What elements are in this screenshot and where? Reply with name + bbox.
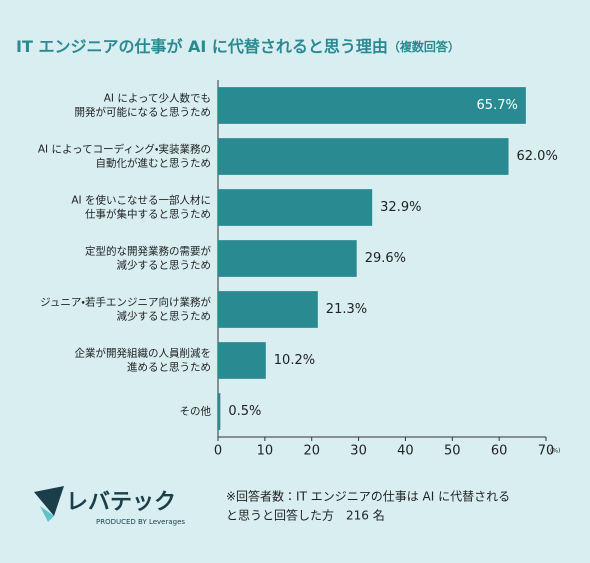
logo-icon [34, 486, 64, 516]
value-label: 0.5% [228, 404, 261, 419]
bar [218, 189, 373, 226]
value-label: 32.9% [380, 200, 421, 215]
logo-name: レバテック [66, 490, 176, 515]
value-label: 29.6% [365, 251, 406, 266]
x-tick-label: 20 [303, 444, 320, 459]
y-tick-label: 企業が開発組織の人員削減を進めると思うため [75, 347, 212, 374]
logo-icon [40, 506, 54, 522]
value-label: 10.2% [274, 353, 315, 368]
y-tick-label: AI を使いこなせる一部人材に仕事が集中すると思うため [71, 194, 211, 221]
bar [218, 138, 509, 175]
bar [218, 87, 526, 124]
y-tick-label: AI によって少人数でも開発が可能になると思うため [75, 92, 212, 119]
y-tick-label: ジュニア・若手エンジニア向け業務が減少すると思うため [40, 296, 211, 323]
value-label: 65.7% [477, 98, 518, 113]
x-tick-label: 0 [214, 444, 222, 459]
note: ※回答者数：IT エンジニアの仕事は AI に代替される [226, 489, 510, 504]
value-label: 62.0% [517, 149, 558, 164]
x-tick-label: 50 [444, 444, 461, 459]
x-tick-label: 70 [538, 444, 555, 459]
y-tick-label: その他 [180, 405, 212, 418]
bar [218, 342, 266, 379]
title: IT エンジニアの仕事が AI に代替されると思う理由 [16, 37, 388, 56]
value-label: 21.3% [326, 302, 367, 317]
bar [218, 291, 318, 328]
chart-title: IT エンジニアの仕事が AI に代替されると思う理由（複数回答） [16, 37, 460, 56]
bar [218, 393, 221, 430]
note: と思うと回答した方 216 名 [226, 508, 385, 523]
x-axis-label: (%) [550, 448, 560, 455]
subtitle: （複数回答） [388, 39, 460, 54]
logo-tagline: PRODUCED BY Leverages [96, 518, 185, 526]
x-tick-label: 10 [257, 444, 274, 459]
logo: レバテック PRODUCED BY Leverages [34, 486, 185, 526]
bar [218, 240, 357, 277]
y-tick-label: 定型的な開発業務の需要が減少すると思うため [85, 245, 211, 272]
x-tick-label: 40 [397, 444, 414, 459]
x-tick-label: 30 [350, 444, 367, 459]
y-tick-label: AI によってコーディング・実装業務の自動化が進むと思うため [38, 143, 211, 170]
x-tick-label: 60 [491, 444, 508, 459]
